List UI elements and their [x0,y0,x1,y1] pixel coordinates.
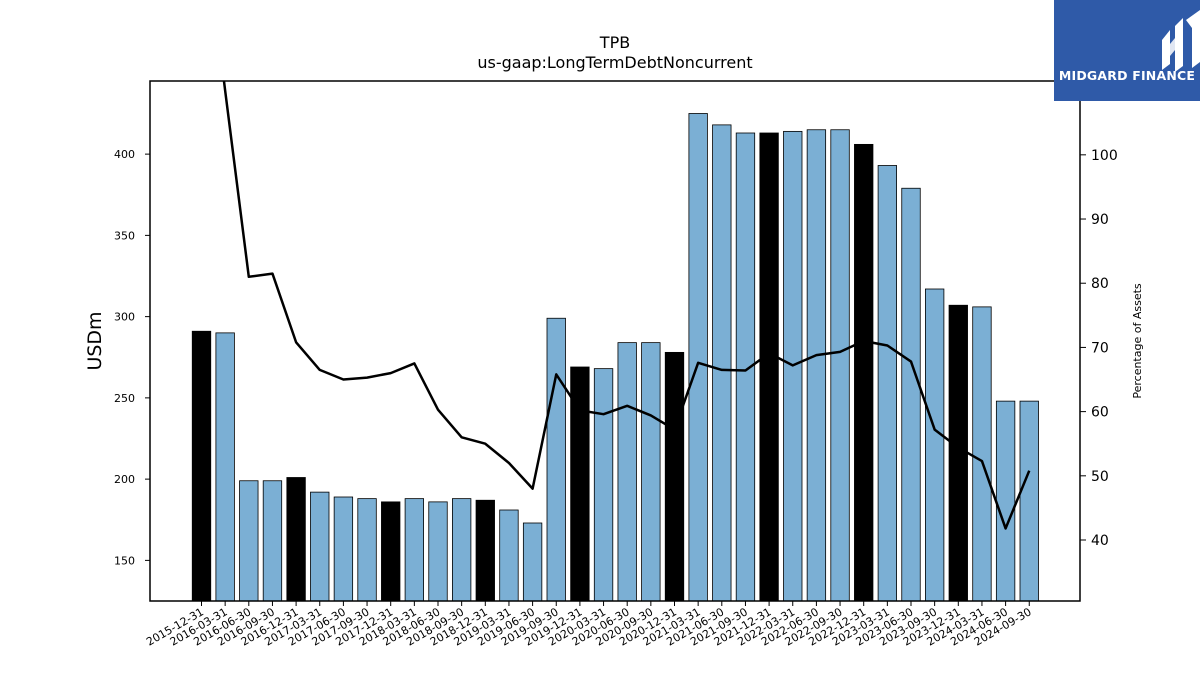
chart-subtitle: us-gaap:LongTermDebtNoncurrent [477,53,752,72]
brand-mark-icon [1162,10,1200,72]
bar [239,480,259,602]
y-tick-label: 200 [114,473,135,486]
bar [333,496,354,602]
bar [972,306,992,602]
bar [522,522,543,602]
bar [593,368,614,602]
y-axis-label: USDm [84,311,106,370]
y2-tick-label: 100 [1091,148,1118,164]
bar [854,143,874,602]
y-tick-label: 350 [114,229,135,242]
bar [262,480,283,602]
bar [995,400,1016,602]
bar [925,288,945,602]
y2-tick-label: 40 [1091,533,1109,549]
bar [310,491,330,602]
bar [617,342,637,602]
bar [191,330,212,602]
bar [428,501,448,602]
y2-tick-label: 60 [1091,405,1109,421]
bar [641,342,661,602]
brand-name: MIDGARD FINANCE [1058,68,1196,83]
bar [404,498,425,602]
plot-frame [149,80,1081,602]
bar [901,187,921,602]
y2-tick-label: 50 [1091,469,1109,485]
brand-logo: MIDGARD FINANCE [1054,0,1200,101]
bar [877,165,897,602]
bar [830,129,850,602]
bar [806,129,827,602]
bar [688,113,708,602]
y2-tick-label: 80 [1091,276,1109,292]
y2-tick-label: 70 [1091,340,1109,356]
y-tick-label: 150 [114,554,135,567]
bar [546,317,566,602]
line-group [222,81,1031,530]
bar [1019,400,1039,602]
bar [499,509,519,602]
chart-title: TPB [599,33,630,52]
series-line [222,81,1031,530]
bar [664,351,685,602]
y2-axis-label: Percentage of Assets [1131,283,1144,399]
y2-tick-label: 90 [1091,212,1109,228]
y-tick-label: 250 [114,392,135,405]
axes-group: 1502002503003504004050607080901002015-12… [114,80,1118,649]
bar [948,304,968,602]
bar [215,332,235,602]
y-tick-label: 300 [114,311,135,324]
bar [759,132,779,602]
bar [286,477,306,602]
bar [357,498,377,602]
bars-group [191,113,1039,602]
bar [475,499,495,602]
bar [381,501,401,602]
bar [712,124,732,602]
y-tick-label: 400 [114,148,135,161]
bar [451,498,472,602]
